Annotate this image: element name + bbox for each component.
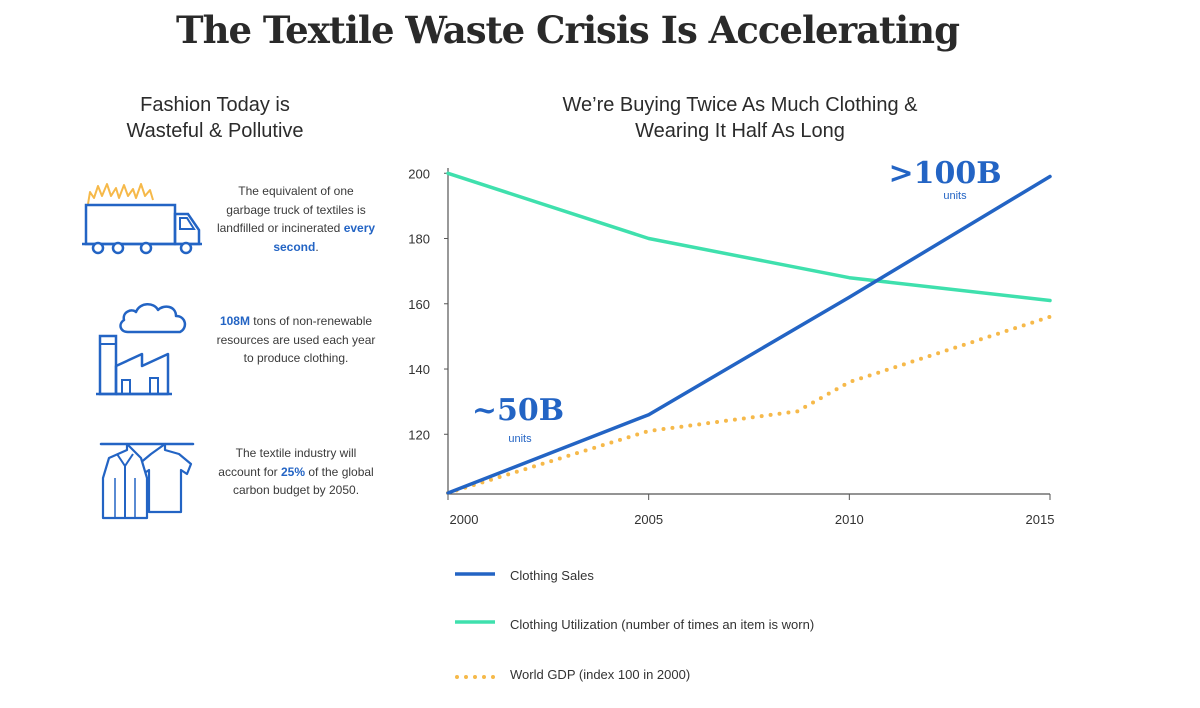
annotation-50b: ~50B [472,393,564,428]
chart-title-line-1: We’re Buying Twice As Much Clothing & [562,94,918,116]
factory-smoke-icon [96,303,187,396]
legend-label-clothing-sales: Clothing Sales [510,568,594,583]
chart-title: We’re Buying Twice As Much Clothing & We… [500,92,980,144]
legend-label-clothing-utilization: Clothing Utilization (number of times an… [510,617,815,632]
chart-title-line-2: Wearing It Half As Long [635,120,845,142]
left-title-line-1: Fashion Today is [140,94,290,116]
series-line-clothing-utilization [446,171,1052,303]
garbage-truck-fire-icon [82,183,202,255]
fact-landfill-end: . [315,239,319,254]
left-panel-title: Fashion Today is Wasteful & Pollutive [60,92,370,144]
x-tick-label: 2010 [835,512,864,527]
y-tick-label: 180 [408,232,430,247]
page-title: The Textile Waste Crisis Is Accelerating [176,8,960,52]
fact-carbon-end: of the global carbon budget by 2050. [232,464,374,498]
fact-resources-text: tons of non-renewable resources are used… [216,314,376,365]
y-tick-label: 200 [408,166,430,181]
y-tick-label: 140 [408,362,430,377]
series-line-clothing-sales [446,174,1052,495]
fact-resources: 108M tons of non-renewable resources are… [215,312,377,368]
legend-swatch-clothing-utilization [455,620,495,624]
clothes-hanger-icon [99,442,195,520]
x-tick-label: 2015 [1026,512,1055,527]
annotation-50b-units: units [508,433,532,445]
y-tick-label: 120 [408,427,430,442]
legend-label-world-gdp: World GDP (index 100 in 2000) [510,667,691,682]
x-tick-label: 2000 [450,512,479,527]
legend-swatch-clothing-sales [455,572,495,576]
x-tick-label: 2005 [634,512,663,527]
fact-carbon-text: The textile industry will account for [218,446,357,479]
fact-resources-highlight: 108M [219,314,250,328]
series-line-world-gdp [446,314,1052,495]
fact-landfill-text: The equivalent of one garbage truck of t… [216,184,366,235]
legend-swatch-world-gdp [455,675,497,679]
fact-carbon: The textile industry will account for 25… [215,444,377,500]
fact-landfill-highlight: every second [273,221,376,254]
fact-carbon-highlight: 25% [280,464,305,479]
y-tick-label: 160 [408,297,430,312]
fact-landfill: The equivalent of one garbage truck of t… [215,182,377,256]
left-title-line-2: Wasteful & Pollutive [126,120,304,142]
annotation-100b: >100B [888,156,1001,191]
annotation-100b-units: units [943,190,967,202]
line-chart: 120 140 160 180 200 2000 2005 2010 2015 ~50B unit… [408,156,1055,527]
